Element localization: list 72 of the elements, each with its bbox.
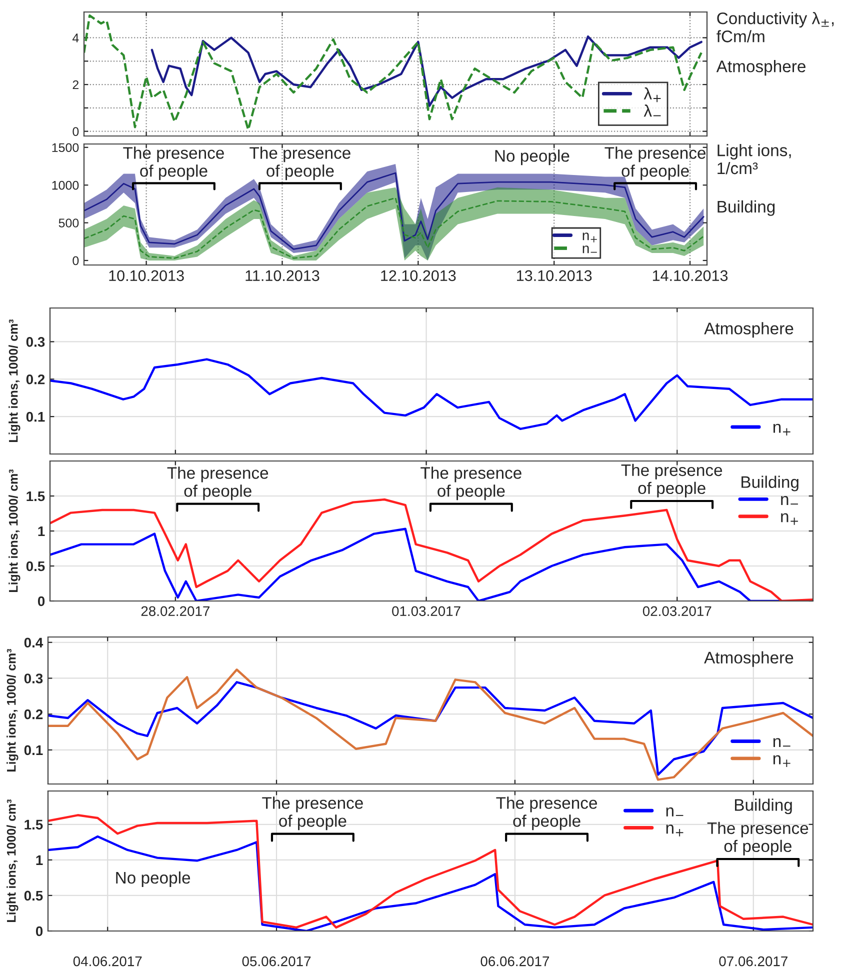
y-tick-label: 1000 [52, 180, 79, 190]
legend-label: n$_{+}$ [582, 232, 597, 242]
y-tick-label: 1 [38, 526, 45, 536]
annotation: The presence of people [604, 146, 706, 180]
x-tick-label: 12.10.2013 [381, 270, 456, 282]
y-tick-label: 0.2 [24, 709, 43, 720]
y-axis-title: Light ions, 1000/ cm³ [6, 799, 18, 922]
y-tick-label: 0.5 [26, 561, 45, 572]
legend-label: n$_{−}$ [781, 496, 798, 505]
legend-title: Building [742, 476, 798, 492]
y-tick-label: 500 [58, 218, 79, 228]
y-tick-label: 0.1 [26, 412, 45, 422]
y-tick-label: 0.4 [24, 638, 44, 648]
annotation: The presence of people [420, 466, 522, 500]
annotation: The presence of people [621, 464, 722, 498]
line-series [48, 681, 813, 776]
y-tick-label: 0 [72, 256, 79, 266]
x-tick-label: 02.03.2017 [642, 606, 712, 616]
y-tick-label: 1500 [52, 143, 79, 152]
x-tick-label: 28.02.2017 [141, 606, 210, 616]
annotation: Atmosphere [704, 322, 794, 338]
annotation: The presence of people [250, 146, 350, 180]
y-tick-label: 0.2 [26, 374, 45, 384]
x-tick-label: 07.06.2017 [719, 956, 788, 966]
y-axis-title: Light ions, 1000/ cm³ [8, 319, 20, 442]
x-tick-label: 05.06.2017 [242, 956, 311, 966]
annotation: The presence of people [707, 822, 808, 856]
y-axis-title: Light ions, 1000/ cm³ [8, 469, 20, 592]
annotation: The presence of people [123, 146, 224, 180]
legend-label: n$_{+}$ [781, 513, 798, 525]
y-tick-label: 1.5 [26, 491, 45, 502]
x-tick-label: 13.10.2013 [517, 270, 592, 282]
annotation: No people [495, 150, 570, 166]
legend-label: n$_{+}$ [773, 424, 790, 436]
y-tick-label: 0.3 [26, 337, 45, 347]
x-tick-label: 01.03.2017 [392, 606, 460, 616]
text: Conductivity λ$_{±}$, fCm/m [716, 12, 834, 42]
legend-label: n$_{+}$ [666, 824, 684, 836]
line-series [48, 668, 813, 781]
text: Atmosphere [716, 60, 806, 76]
legend-label: λ$_{−}$ [644, 104, 661, 117]
line-series [84, 14, 702, 131]
annotation: The presence of people [262, 796, 363, 830]
y-tick-label: 0 [38, 596, 45, 606]
legend-label: λ$_{+}$ [644, 87, 661, 102]
line-series [84, 197, 704, 259]
annotation: The presence of people [167, 466, 268, 500]
legend-label: n$_{+}$ [773, 755, 790, 767]
annotation: No people [116, 871, 190, 887]
y-tick-label: 0.3 [24, 674, 43, 684]
x-tick-label: 06.06.2017 [480, 956, 550, 966]
y-tick-label: 1 [36, 855, 43, 865]
y-tick-label: 0 [72, 127, 79, 136]
y-tick-label: 4 [72, 34, 79, 42]
x-tick-label: 14.10.2013 [652, 270, 728, 282]
x-tick-label: 10.10.2013 [109, 270, 184, 282]
text: Building [718, 200, 775, 216]
y-tick-label: 2 [72, 80, 79, 90]
legend-label: n$_{−}$ [582, 246, 597, 254]
y-axis-title: Light ions, 1/cm³ [718, 144, 791, 174]
y-tick-label: 0.5 [24, 890, 43, 901]
annotation: Building [734, 798, 792, 814]
x-tick-label: 11.10.2013 [246, 270, 320, 282]
annotation: The presence of people [496, 796, 597, 830]
legend-label: n$_{−}$ [666, 807, 684, 816]
x-tick-label: 04.06.2017 [73, 956, 142, 966]
y-tick-label: 0 [36, 926, 43, 936]
y-axis-title: Light ions, 1000/ cm³ [6, 648, 18, 772]
y-tick-label: 0.1 [24, 745, 43, 756]
annotation: Atmosphere [704, 651, 794, 667]
y-tick-label: 1.5 [24, 820, 43, 830]
legend-label: n$_{−}$ [773, 738, 790, 748]
